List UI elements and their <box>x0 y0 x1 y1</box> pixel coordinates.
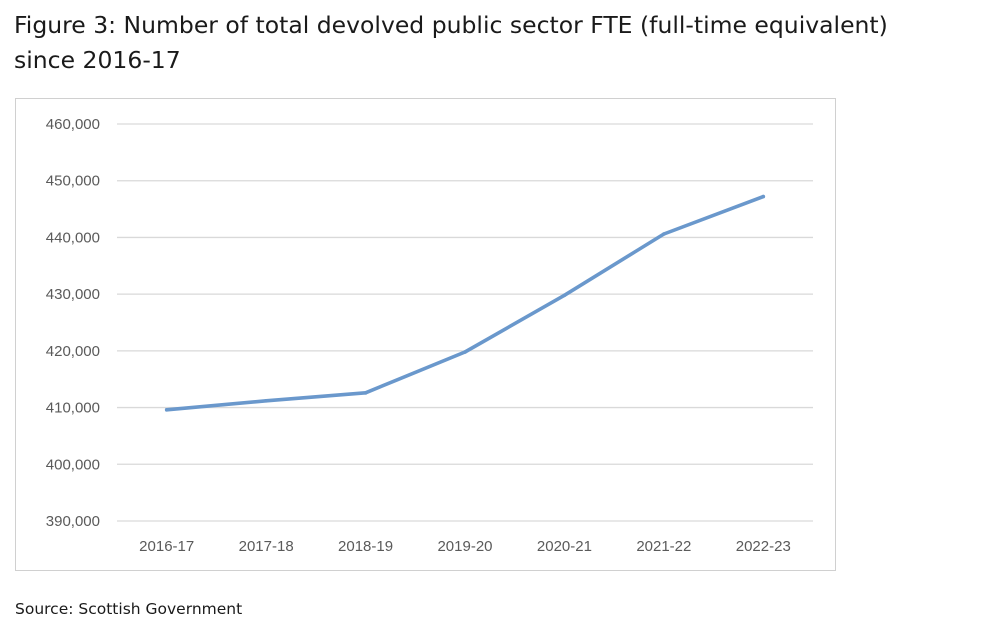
y-tick-label: 450,000 <box>46 173 100 190</box>
data-point <box>662 232 666 236</box>
data-point <box>363 391 368 395</box>
y-tick-label: 430,000 <box>46 286 100 303</box>
figure-title: Figure 3: Number of total devolved publi… <box>14 8 980 78</box>
line-chart: 390,000 400,000 410,000 420,000 430,000 440,0… <box>46 116 813 555</box>
x-tick-label: 2021-22 <box>636 538 691 555</box>
y-tick-label: 440,000 <box>46 229 100 246</box>
y-tick-label: 420,000 <box>46 343 100 360</box>
data-point <box>463 350 467 354</box>
source-note: Source: Scottish Government <box>15 600 243 618</box>
data-point <box>761 194 766 199</box>
y-tick-label: 390,000 <box>46 513 100 530</box>
x-axis-tick-labels: 2016-17 2017-18 2018-19 2019-20 2020-21 2021-… <box>139 538 791 555</box>
data-point <box>562 293 567 298</box>
x-tick-label: 2016-17 <box>139 538 194 555</box>
x-tick-label: 2022-23 <box>736 538 791 555</box>
figure-title-line-2: since 2016-17 <box>14 46 181 74</box>
y-tick-label: 400,000 <box>46 456 100 473</box>
figure-title-line-1: Figure 3: Number of total devolved publi… <box>14 11 888 39</box>
data-point <box>264 398 268 403</box>
x-tick-label: 2020-21 <box>537 538 592 555</box>
x-tick-label: 2018-19 <box>338 538 393 555</box>
y-axis-tick-labels: 390,000 400,000 410,000 420,000 430,000 440,0… <box>46 116 100 530</box>
y-tick-label: 410,000 <box>46 400 100 417</box>
series-line <box>164 194 766 412</box>
y-tick-label: 460,000 <box>46 116 100 133</box>
x-tick-label: 2017-18 <box>239 538 294 555</box>
chart-frame: 390,000 400,000 410,000 420,000 430,000 440,0… <box>15 98 836 571</box>
x-tick-label: 2019-20 <box>437 538 492 555</box>
data-point <box>164 408 169 412</box>
series-layer <box>164 194 766 412</box>
gridlines <box>117 123 813 522</box>
